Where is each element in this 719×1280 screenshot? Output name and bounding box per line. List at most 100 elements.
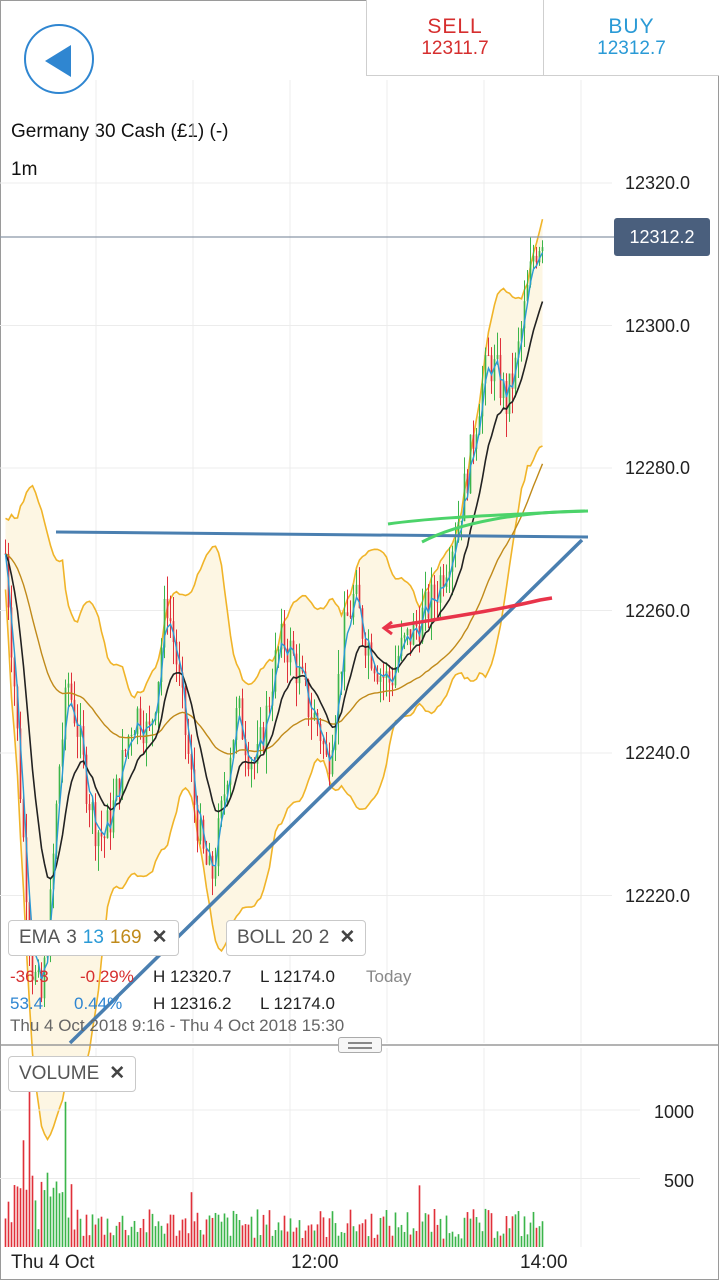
close-icon[interactable]: ✕ — [109, 1063, 126, 1084]
red-annotation-arrow — [381, 620, 393, 636]
candle — [208, 855, 211, 865]
volume-bar — [319, 1211, 322, 1247]
sell-button[interactable]: SELL 12311.7 — [366, 0, 544, 76]
candle — [259, 727, 262, 745]
candle — [199, 819, 202, 841]
boll-indicator-chip[interactable]: BOLL 20 2 ✕ — [226, 920, 367, 956]
volume-indicator-chip[interactable]: VOLUME ✕ — [8, 1056, 137, 1092]
volume-bar — [403, 1231, 406, 1247]
boll-param-2: 2 — [318, 927, 330, 948]
volume-bar — [88, 1235, 91, 1247]
candle — [463, 473, 466, 522]
ema-label: EMA — [19, 927, 61, 948]
volume-bar — [307, 1225, 310, 1247]
ema-indicator-chip[interactable]: EMA 3 13 169 ✕ — [8, 920, 179, 956]
volume-bar — [337, 1235, 340, 1247]
volume-bar — [475, 1217, 478, 1247]
candle — [337, 673, 340, 723]
volume-bar — [22, 1140, 25, 1247]
support-trendline — [68, 538, 584, 1045]
candle — [319, 724, 322, 742]
candle — [403, 635, 406, 638]
price-tick-label: 12260.0 — [625, 601, 690, 621]
candle — [136, 708, 139, 735]
volume-bar — [220, 1221, 223, 1247]
candle — [352, 594, 355, 618]
candle — [148, 721, 151, 725]
change-value: 53.4 — [10, 994, 44, 1013]
volume-bar — [517, 1211, 520, 1247]
volume-bar — [388, 1225, 391, 1247]
low-value: L 12174.0 — [260, 994, 335, 1013]
bollinger-lower — [4, 445, 543, 1141]
red-annotation — [383, 596, 553, 630]
period-label: Today — [366, 967, 412, 986]
candle — [289, 640, 292, 663]
chart-grid — [0, 80, 612, 1043]
volume-bar — [217, 1214, 220, 1247]
candle — [64, 687, 67, 740]
candle — [268, 705, 271, 707]
volume-bar — [391, 1235, 394, 1247]
back-arrow-icon — [45, 45, 71, 77]
candle — [169, 618, 172, 622]
volume-grid — [0, 1048, 640, 1247]
candle — [67, 683, 70, 688]
candle — [22, 799, 25, 838]
volume-bar — [199, 1229, 202, 1247]
volume-bar — [160, 1225, 163, 1247]
volume-bar — [505, 1216, 508, 1247]
candle — [43, 957, 46, 999]
candle — [355, 584, 358, 595]
volume-label: VOLUME — [19, 1063, 100, 1084]
candle — [13, 657, 16, 687]
candle — [295, 653, 298, 684]
volume-bar — [358, 1224, 361, 1247]
volume-bar — [364, 1219, 367, 1247]
volume-bar — [316, 1224, 319, 1247]
user-drawings — [55, 509, 589, 1045]
volume-bar — [139, 1228, 142, 1247]
close-icon[interactable]: ✕ — [339, 927, 356, 948]
volume-bar — [205, 1219, 208, 1247]
volume-bar — [523, 1216, 526, 1247]
candle — [58, 766, 61, 804]
ema-13-line — [4, 301, 544, 880]
volume-bar — [121, 1215, 124, 1247]
instrument-title: Germany 30 Cash (£1) (-) — [11, 121, 229, 142]
volume-bar — [313, 1230, 316, 1247]
volume-bar — [259, 1235, 262, 1247]
back-button[interactable] — [24, 24, 94, 94]
timeframe-label[interactable]: 1m — [11, 159, 38, 180]
volume-bar — [118, 1222, 121, 1247]
volume-bar — [97, 1218, 100, 1247]
volume-bar — [541, 1221, 544, 1247]
candle — [493, 359, 496, 382]
candle — [346, 612, 349, 616]
volume-bar — [226, 1217, 229, 1247]
volume-bar — [379, 1217, 382, 1247]
close-icon[interactable]: ✕ — [151, 927, 168, 948]
volume-bar — [265, 1224, 268, 1247]
candle — [454, 540, 457, 552]
buy-button[interactable]: BUY 12312.7 — [543, 0, 719, 76]
volume-bar — [427, 1214, 430, 1247]
bollinger-bands — [4, 219, 544, 1141]
volume-bar — [94, 1224, 97, 1247]
candle — [388, 671, 391, 683]
volume-bar — [124, 1229, 127, 1247]
candle — [97, 832, 100, 847]
candle — [223, 794, 226, 801]
candle — [496, 354, 499, 360]
volume-bar — [67, 1217, 70, 1247]
date-range: Thu 4 Oct 2018 9:16 - Thu 4 Oct 2018 15:… — [10, 1016, 345, 1035]
volume-bar — [322, 1217, 325, 1247]
candle — [91, 802, 94, 811]
candle — [349, 615, 352, 618]
candle — [505, 380, 508, 414]
candle — [322, 741, 325, 745]
drag-handle-icon[interactable] — [338, 1037, 382, 1053]
sell-price: 12311.7 — [421, 38, 489, 59]
volume-bar — [487, 1210, 490, 1247]
